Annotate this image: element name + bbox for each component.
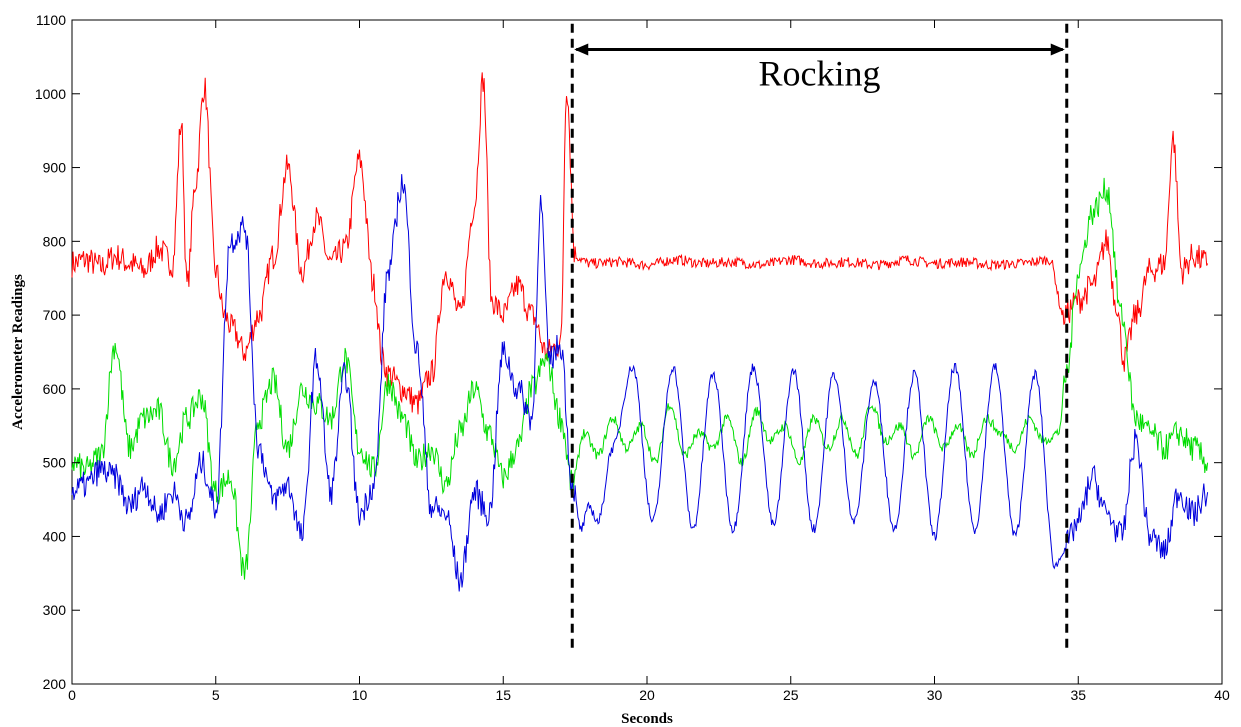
x-tick-label-8: 40	[1214, 687, 1230, 703]
x-tick-label-4: 20	[639, 687, 655, 703]
annotation-text: Rocking	[759, 54, 881, 94]
series-line-1	[71, 72, 1209, 415]
series-line-2	[71, 177, 1209, 580]
y-tick-label-4: 600	[43, 381, 67, 397]
x-tick-label-6: 30	[927, 687, 943, 703]
y-axis-title: Accelerometer Readings	[10, 274, 26, 430]
ticks-layer: 0 5 10 15 20 25 30 35 40 200 300 400 500 600 700 800 900…	[35, 12, 1230, 703]
plot-frame	[71, 19, 1223, 685]
x-tick-label-5: 25	[783, 687, 799, 703]
y-tick-label-6: 800	[43, 233, 67, 249]
rocking-arrow-left-head	[574, 43, 589, 56]
series-line-3	[71, 174, 1209, 592]
y-tick-label-5: 700	[43, 307, 67, 323]
y-tick-label-0: 200	[43, 676, 67, 692]
x-axis-title: Seconds	[621, 711, 673, 727]
x-tick-label-3: 15	[495, 687, 511, 703]
x-tick-label-2: 10	[352, 687, 368, 703]
y-tick-label-1: 300	[43, 602, 67, 618]
x-tick-label-0: 0	[68, 687, 76, 703]
x-tick-label-1: 5	[212, 687, 220, 703]
series-layer	[71, 72, 1209, 592]
y-tick-label-3: 500	[43, 455, 67, 471]
x-tick-label-7: 35	[1070, 687, 1086, 703]
y-tick-label-7: 900	[43, 160, 67, 176]
plot-area	[71, 19, 1223, 685]
y-tick-label-2: 400	[43, 528, 67, 544]
y-tick-label-8: 1000	[35, 86, 66, 102]
rocking-arrow-right-head	[1050, 43, 1065, 56]
annotation-layer	[570, 23, 1069, 651]
y-tick-label-9: 1100	[36, 12, 66, 28]
